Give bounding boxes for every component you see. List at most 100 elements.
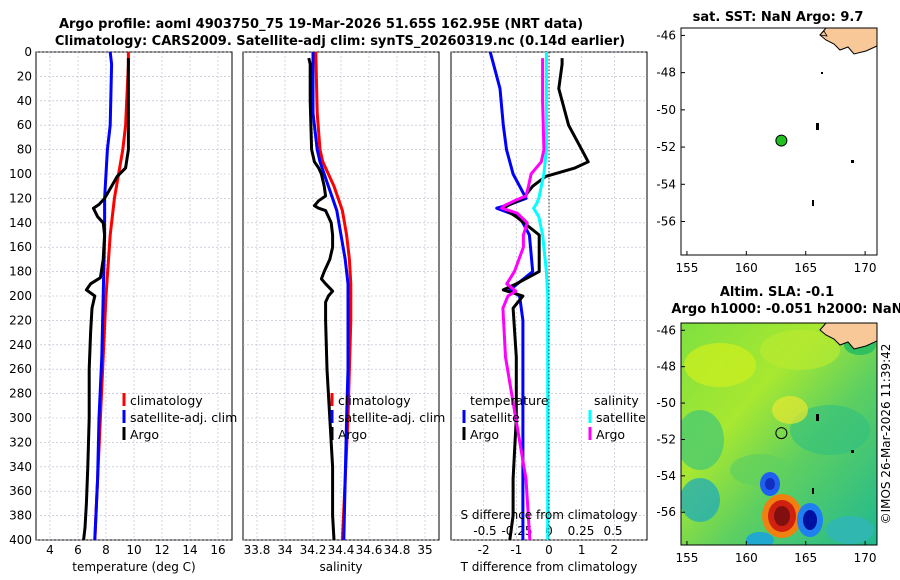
salinity-xlabel: salinity	[319, 560, 362, 574]
s-difference-xlabel: S difference from climatology	[461, 508, 638, 522]
t-difference-xlabel: T difference from climatology	[460, 560, 638, 574]
x-tick-label-salinity: 33.8	[244, 543, 271, 557]
map-x-tick-label: 160	[735, 551, 758, 565]
legend-label-climatology: climatology	[130, 393, 203, 408]
depth-tick-label: 140	[9, 216, 32, 230]
depth-tick-label: 80	[17, 143, 32, 157]
map-y-tick-label: -48	[656, 66, 676, 80]
series-line-differences-s-satellite	[532, 52, 550, 540]
depth-tick-label: 160	[9, 240, 32, 254]
legend-label-satellite: satellite-adj. clim	[338, 410, 445, 425]
map-y-tick-label: -50	[656, 396, 676, 410]
x-tick-label-temperature: 10	[126, 543, 141, 557]
sla-map-marks	[775, 427, 788, 440]
profile-location-marker	[775, 427, 788, 440]
depth-tick-label: 260	[9, 362, 32, 376]
series-line-salinity-satellite-adj-clim	[311, 52, 350, 541]
map-y-tick-label: -54	[656, 469, 676, 483]
profile-location-marker	[775, 134, 788, 147]
x-tick-label-salinity: 34.2	[300, 543, 327, 557]
depth-tick-label: 320	[9, 435, 32, 449]
title-line2: Climatology: CARS2009. Satellite-adj cli…	[55, 34, 625, 49]
sst-map-title: sat. SST: NaN Argo: 9.7	[693, 10, 864, 25]
depth-tick-label: 280	[9, 387, 32, 401]
legend-label-s-argo: Argo	[596, 427, 625, 442]
legend-title-salinity: salinity	[594, 393, 639, 408]
depth-tick-label: 60	[17, 118, 32, 132]
depth-tick-label: 100	[9, 167, 32, 181]
map-y-tick-label: -46	[656, 28, 676, 42]
x-tick-label-temperature: 12	[154, 543, 169, 557]
map-y-tick-label: -54	[656, 177, 676, 191]
depth-tick-label: 20	[17, 69, 32, 83]
depth-axis: 0 20 40 60 80 100 120 140 160 180 200 220 240 260 280 3…	[9, 45, 32, 547]
x-tick-label-salinity: 35	[417, 543, 432, 557]
sla-map-title-line1: Altim. SLA: -0.1	[720, 285, 834, 300]
depth-tick-label: 340	[9, 460, 32, 474]
map-x-tick-label: 170	[854, 551, 877, 565]
imos-timestamp: ©IMOS 26-Mar-2026 11:39:42	[879, 344, 893, 525]
x-tick-label-differences: 1	[578, 543, 586, 557]
sla-map-panel	[680, 322, 878, 546]
depth-tick-label: 300	[9, 411, 32, 425]
legend-label-t-satellite: satellite	[470, 410, 520, 425]
temperature-legend: climatology satellite-adj. clim Argo	[122, 393, 237, 442]
legend-title-temperature: temperature	[470, 393, 549, 408]
series-line-temperature-argo	[82, 58, 130, 541]
map-y-tick-label: -46	[656, 323, 676, 337]
x-tick-label-temperature: 8	[102, 543, 110, 557]
legend-label-satellite: satellite-adj. clim	[130, 410, 237, 425]
depth-tick-label: 360	[9, 484, 32, 498]
x-tick-label-differences: -2	[478, 543, 490, 557]
map-y-tick-label: -52	[656, 432, 676, 446]
x-tick-label-temperature: 4	[46, 543, 54, 557]
x-tick-label-temperature: 14	[182, 543, 197, 557]
map-x-tick-label: 165	[794, 261, 817, 275]
map-y-tick-label: -56	[656, 505, 676, 519]
s-difference-tick-label: 0.5	[603, 524, 622, 538]
depth-tick-label: 380	[9, 509, 32, 523]
title-line1: Argo profile: aoml 4903750_75 19-Mar-202…	[59, 17, 583, 32]
difference-legend: temperature satellite Argo salinity sate…	[462, 393, 646, 442]
x-tick-label-differences: 0	[545, 543, 553, 557]
map-y-tick-label: -52	[656, 140, 676, 154]
map-y-tick-label: -48	[656, 360, 676, 374]
depth-tick-label: 220	[9, 313, 32, 327]
legend-label-argo: Argo	[130, 427, 159, 442]
series-line-differences-t-argo	[501, 58, 590, 541]
legend-label-t-argo: Argo	[470, 427, 499, 442]
x-axes: 4 6 8 10 12 14 16 33.8 34 34.2 34.4 34.6 34.8 35 -2 -1 0…	[46, 524, 622, 557]
map-y-tick-label: -50	[656, 103, 676, 117]
map-x-tick-label: 160	[735, 261, 758, 275]
map-x-tick-label: 165	[794, 551, 817, 565]
temperature-xlabel: temperature (deg C)	[72, 560, 195, 574]
x-tick-label-salinity: 34.4	[328, 543, 355, 557]
x-tick-label-salinity: 34.6	[356, 543, 383, 557]
series-line-differences-s-argo	[500, 58, 546, 541]
legend-label-argo: Argo	[338, 427, 367, 442]
x-tick-label-differences: 2	[611, 543, 619, 557]
map-x-tick-label: 170	[854, 261, 877, 275]
legend-label-climatology: climatology	[338, 393, 411, 408]
depth-tick-label: 120	[9, 191, 32, 205]
map-x-tick-label: 155	[675, 551, 698, 565]
sst-map-land	[812, 27, 878, 206]
legend-label-s-satellite: satellite	[596, 410, 646, 425]
x-tick-label-temperature: 16	[210, 543, 225, 557]
s-difference-tick-label: 0.25	[568, 524, 595, 538]
depth-tick-label: 400	[9, 533, 32, 547]
sla-map-title-line2: Argo h1000: -0.051 h2000: NaN	[671, 302, 900, 317]
sla-map-field	[681, 323, 877, 545]
x-tick-label-temperature: 6	[74, 543, 82, 557]
series-line-temperature-satellite-adj-clim	[93, 51, 114, 541]
depth-tick-label: 200	[9, 289, 32, 303]
sst-map-axes: 155 160 165 170 -46 -48 -50 -52 -54 -56	[656, 28, 876, 275]
map-x-tick-label: 155	[675, 261, 698, 275]
salinity-legend: climatology satellite-adj. clim Argo	[330, 393, 445, 442]
depth-tick-label: 180	[9, 265, 32, 279]
series-line-salinity-argo	[307, 57, 336, 541]
map-y-tick-label: -56	[656, 215, 676, 229]
x-tick-label-salinity: 34	[277, 543, 292, 557]
s-difference-tick-label: -0.5	[473, 524, 496, 538]
profile-series	[82, 51, 590, 541]
